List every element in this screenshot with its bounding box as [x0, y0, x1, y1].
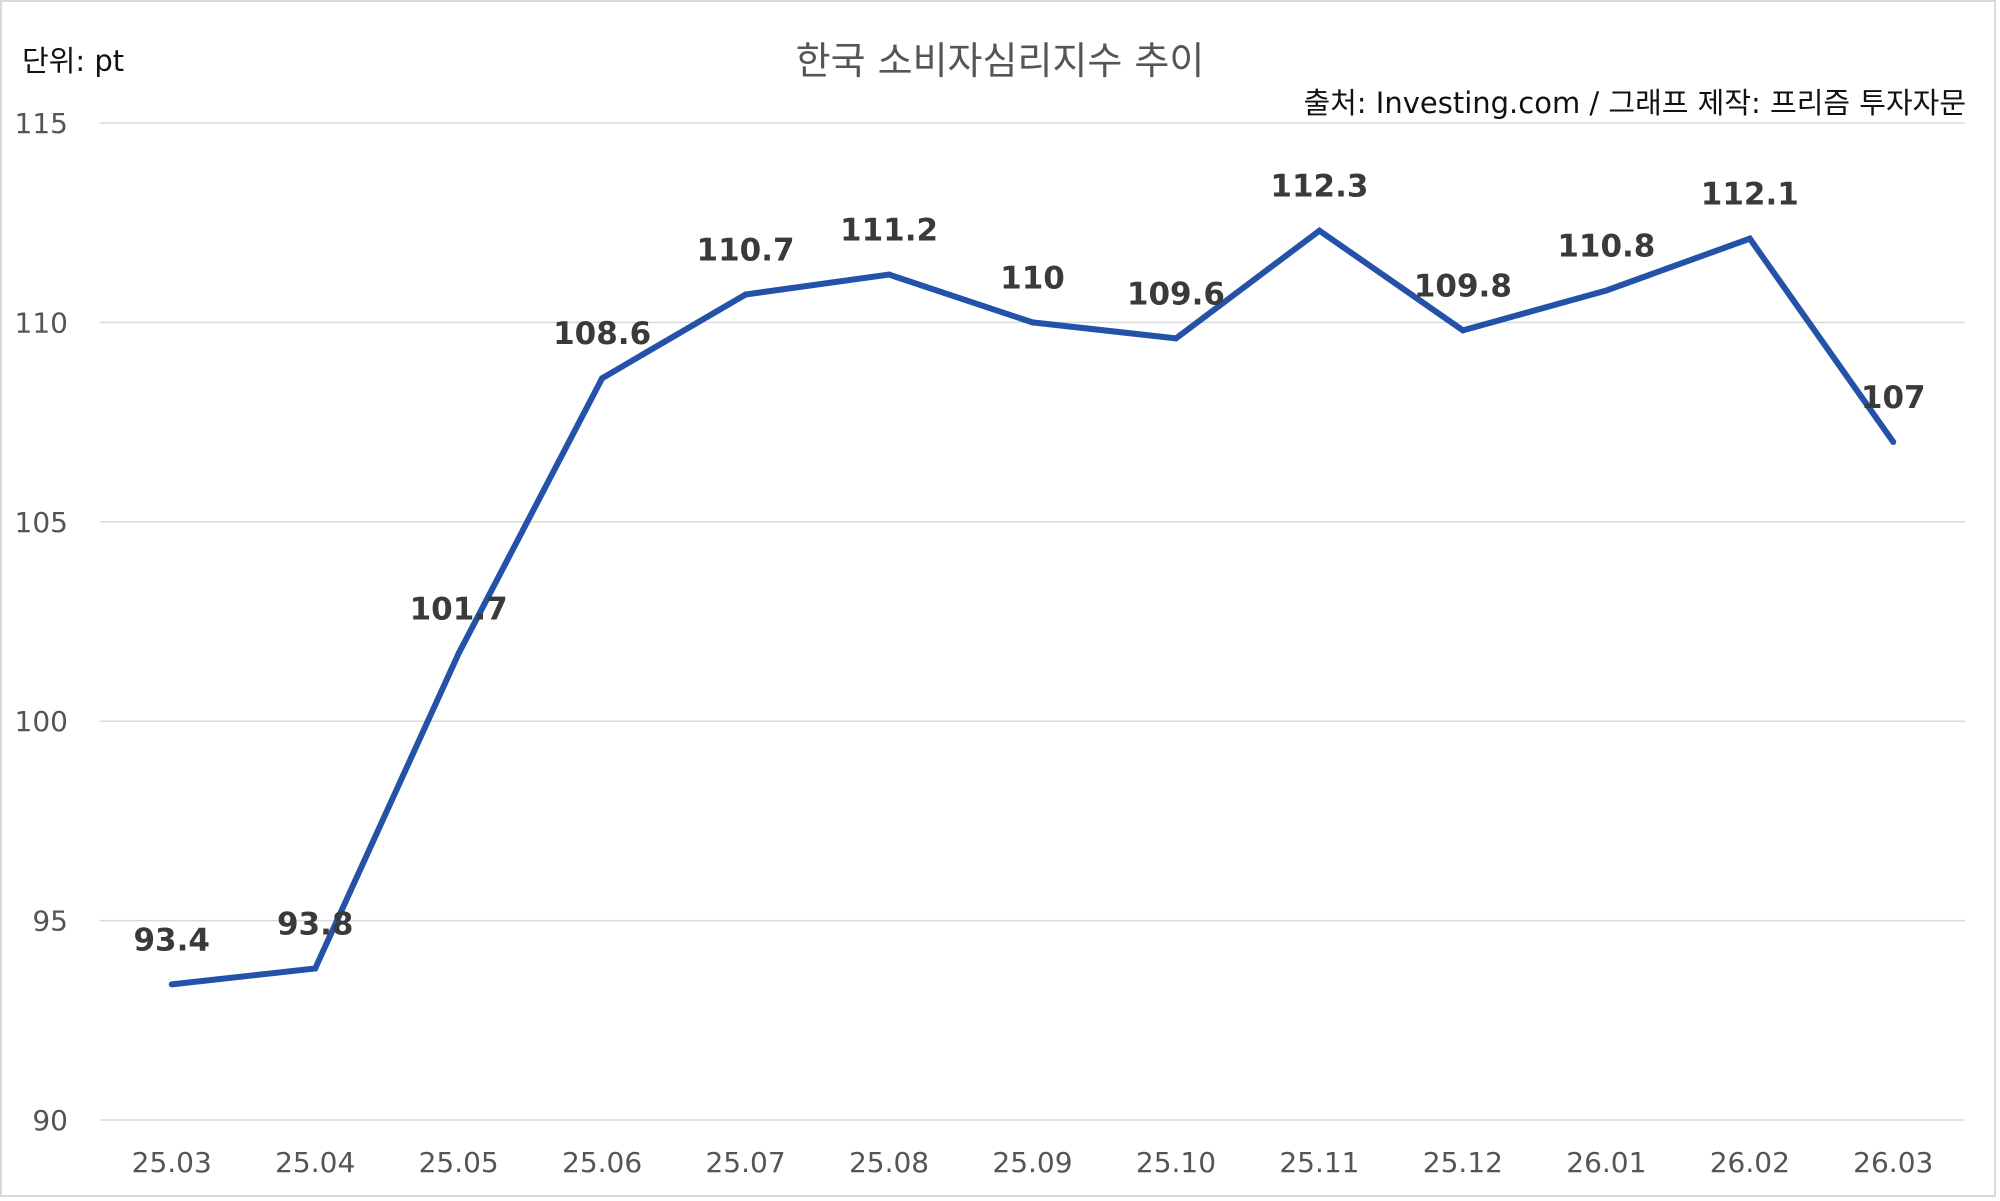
data-point	[742, 291, 749, 298]
data-point	[1746, 235, 1753, 242]
x-tick-label: 25.03	[132, 1146, 212, 1179]
x-tick-label: 25.10	[1136, 1146, 1216, 1179]
x-axis-ticks: 25.03 25.04 25.05 25.06 25.07 25.08 25.09 25.10…	[132, 1146, 1934, 1179]
data-label: 109.8	[1414, 268, 1512, 304]
x-tick-label: 25.12	[1423, 1146, 1503, 1179]
x-tick-label: 25.08	[849, 1146, 929, 1179]
series-line-group	[168, 226, 1897, 988]
data-label: 110.8	[1557, 228, 1655, 264]
data-label: 112.3	[1270, 169, 1368, 205]
data-label: 108.6	[553, 316, 651, 352]
gridlines	[100, 122, 1965, 1121]
data-point	[1316, 227, 1323, 234]
data-label: 93.4	[133, 922, 210, 958]
data-point	[1172, 335, 1179, 342]
y-axis-ticks: 90 95 100 105 110 115	[15, 107, 68, 1137]
data-point	[1890, 439, 1897, 446]
x-tick-label: 26.01	[1566, 1146, 1646, 1179]
y-tick-label: 110	[15, 306, 68, 339]
x-tick-label: 25.04	[275, 1146, 355, 1179]
data-label: 111.2	[840, 213, 938, 249]
data-label: 93.8	[277, 906, 354, 942]
data-point	[312, 965, 319, 972]
y-tick-label: 95	[32, 905, 68, 938]
data-label: 112.1	[1701, 177, 1799, 213]
x-tick-label: 26.03	[1853, 1146, 1933, 1179]
data-point	[455, 650, 462, 657]
data-labels: 93.4 93.8 101.7 108.6 110.7 111.2 110 109.6 112.…	[133, 169, 1925, 959]
source-label: 출처: Investing.com / 그래프 제작: 프리즘 투자자문	[1303, 86, 1966, 120]
data-label: 101.7	[410, 591, 508, 627]
x-tick-label: 26.02	[1710, 1146, 1790, 1179]
x-tick-label: 25.05	[419, 1146, 499, 1179]
data-label: 110	[1000, 260, 1065, 296]
x-tick-label: 25.11	[1279, 1146, 1359, 1179]
data-point	[599, 375, 606, 382]
data-point	[1029, 319, 1036, 326]
data-label: 107	[1861, 380, 1926, 416]
y-tick-label: 100	[15, 705, 68, 738]
data-label: 110.7	[697, 232, 795, 268]
data-point	[1603, 287, 1610, 294]
data-point	[1459, 327, 1466, 334]
unit-label: 단위: pt	[22, 44, 125, 78]
data-point	[886, 271, 893, 278]
y-tick-label: 90	[32, 1104, 68, 1137]
y-tick-label: 105	[15, 506, 68, 539]
x-tick-label: 25.09	[992, 1146, 1072, 1179]
x-tick-label: 25.07	[705, 1146, 785, 1179]
data-point	[168, 981, 175, 988]
data-label: 109.6	[1127, 276, 1225, 312]
x-tick-label: 25.06	[562, 1146, 642, 1179]
y-tick-label: 115	[15, 107, 68, 140]
chart-title: 한국 소비자심리지수 추이	[795, 39, 1205, 83]
